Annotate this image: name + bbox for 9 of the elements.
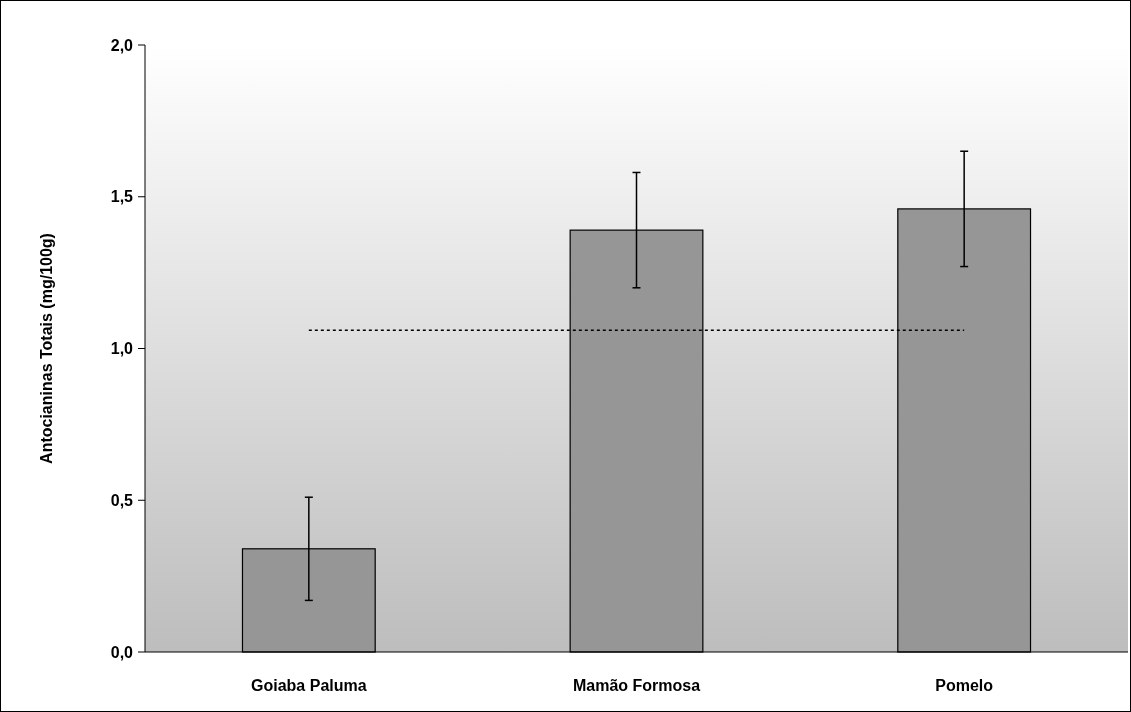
y-tick-label: 1,0 (110, 340, 134, 358)
y-tick-label: 2,0 (110, 36, 134, 54)
y-tick-label: 1,5 (110, 188, 134, 206)
y-axis-title: Antocianinas Totais (mg/100g) (38, 233, 55, 464)
y-tick-label: 0,0 (110, 643, 134, 661)
x-tick-label: Pomelo (935, 677, 994, 694)
x-tick-label: Goiaba Paluma (251, 677, 367, 694)
y-tick-label: 0,5 (110, 491, 134, 509)
x-tick-label: Mamão Formosa (572, 677, 701, 694)
